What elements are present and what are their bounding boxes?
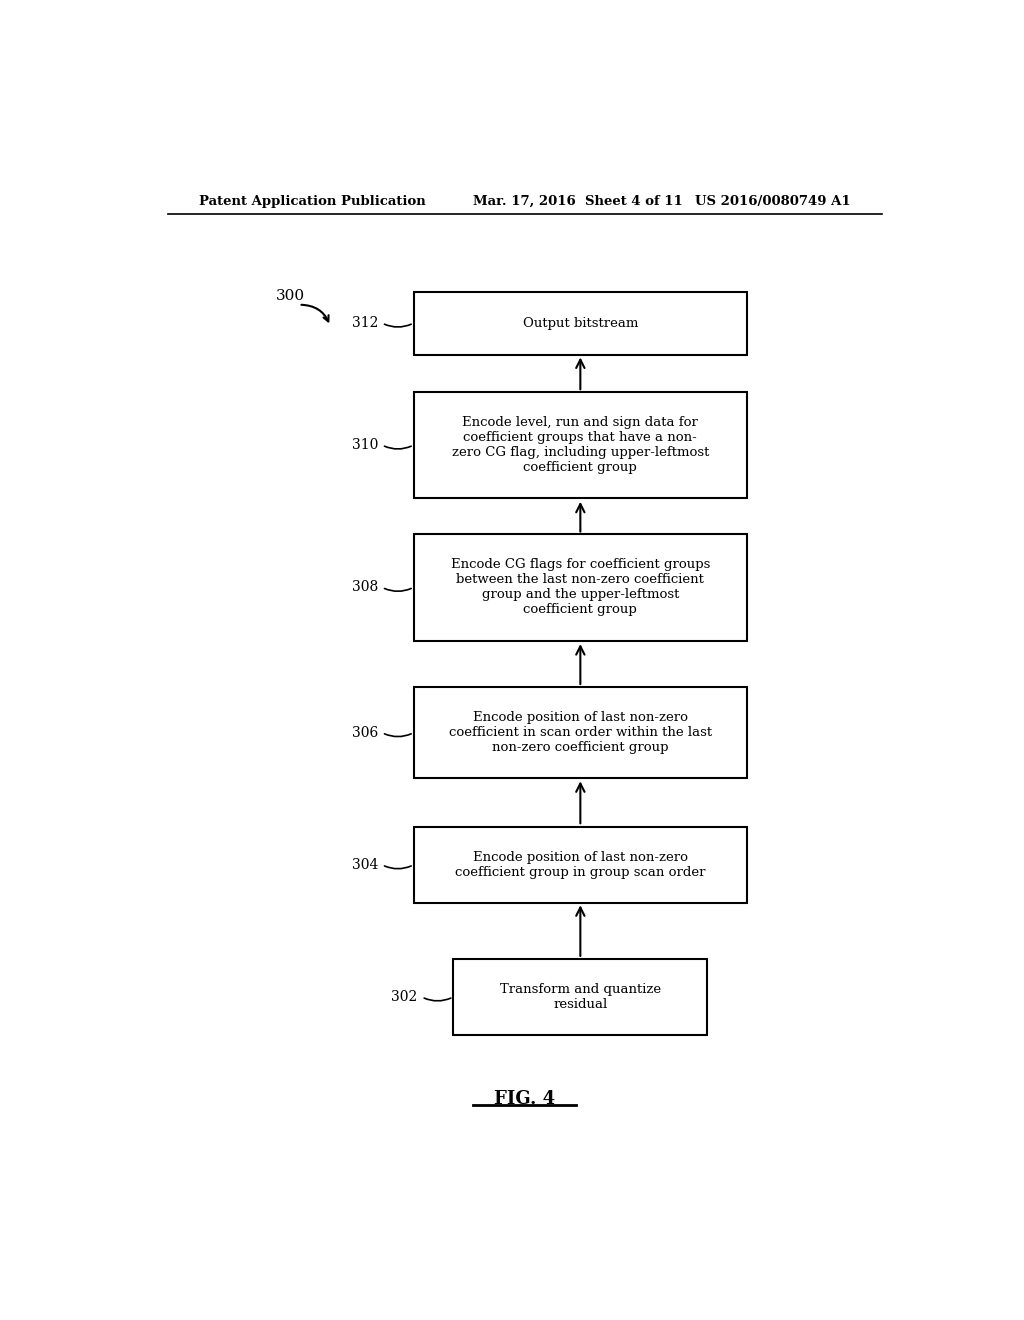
FancyBboxPatch shape [414,392,748,499]
Text: FIG. 4: FIG. 4 [495,1089,555,1107]
Text: Encode CG flags for coefficient groups
between the last non-zero coefficient
gro: Encode CG flags for coefficient groups b… [451,558,710,616]
Text: 300: 300 [276,289,305,302]
Text: US 2016/0080749 A1: US 2016/0080749 A1 [694,194,850,207]
Text: Transform and quantize
residual: Transform and quantize residual [500,983,660,1011]
Text: 312: 312 [351,315,378,330]
Text: 302: 302 [391,990,418,1005]
Text: Encode position of last non-zero
coefficient group in group scan order: Encode position of last non-zero coeffic… [455,851,706,879]
Text: Output bitstream: Output bitstream [522,317,638,330]
Text: 304: 304 [351,858,378,871]
Text: Encode position of last non-zero
coefficient in scan order within the last
non-z: Encode position of last non-zero coeffic… [449,711,712,754]
Text: 310: 310 [351,438,378,451]
FancyBboxPatch shape [414,535,748,640]
Text: Encode level, run and sign data for
coefficient groups that have a non-
zero CG : Encode level, run and sign data for coef… [452,416,709,474]
FancyBboxPatch shape [454,958,708,1035]
FancyBboxPatch shape [414,826,748,903]
Text: Patent Application Publication: Patent Application Publication [200,194,426,207]
Text: 308: 308 [351,581,378,594]
FancyBboxPatch shape [414,686,748,779]
Text: 306: 306 [351,726,378,739]
FancyBboxPatch shape [414,292,748,355]
Text: Mar. 17, 2016  Sheet 4 of 11: Mar. 17, 2016 Sheet 4 of 11 [473,194,683,207]
